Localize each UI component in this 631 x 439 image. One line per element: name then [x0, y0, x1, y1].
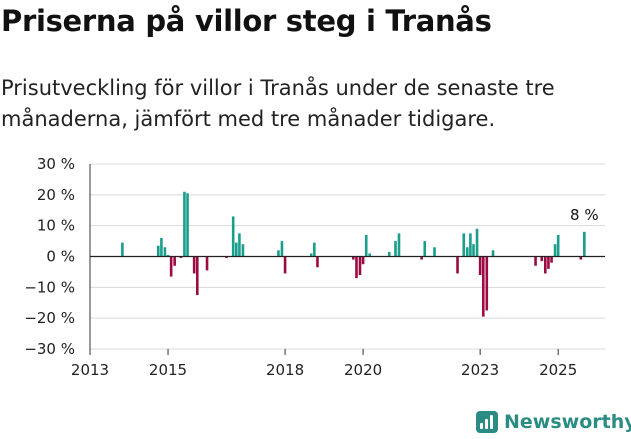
bar [550, 256, 553, 263]
bar [394, 241, 397, 257]
bar [364, 234, 368, 257]
bar [423, 241, 427, 257]
bar [241, 244, 245, 257]
y-tick-label: 10 % [37, 217, 75, 235]
bar [433, 247, 436, 257]
bar [173, 256, 176, 266]
bar [280, 241, 284, 257]
bar [277, 250, 280, 257]
bar [478, 256, 482, 275]
brand-logo: Newsworthy [476, 408, 631, 436]
bar [472, 244, 475, 257]
bar [283, 256, 287, 274]
y-tick-label: 30 % [37, 155, 75, 173]
bar [397, 233, 401, 257]
bar [156, 245, 160, 257]
newsworthy-logo-icon [476, 411, 498, 433]
bar [491, 250, 495, 257]
bar [183, 191, 186, 257]
bar [583, 231, 586, 257]
bar [361, 256, 365, 265]
bar [469, 233, 472, 257]
y-tick-label: −10 % [24, 278, 75, 296]
bar [192, 256, 196, 274]
bar [547, 256, 550, 269]
bar [205, 256, 209, 271]
bar [169, 256, 173, 277]
bar [462, 233, 466, 257]
bar [179, 256, 183, 259]
chart-title: Priserna på villor steg i Tranås [1, 4, 492, 38]
y-tick-label: 20 % [37, 186, 75, 204]
bar [186, 193, 189, 257]
bar [355, 256, 358, 279]
bar [121, 242, 124, 257]
x-tick-label: 2025 [539, 361, 577, 379]
brand-name: Newsworthy [504, 411, 631, 433]
bar [553, 244, 557, 257]
bar [231, 216, 235, 257]
y-tick-label: 0 % [46, 248, 75, 266]
bar [556, 234, 560, 257]
bar [313, 242, 316, 257]
y-tick-label: −20 % [24, 309, 75, 327]
bar [481, 256, 485, 317]
bar [387, 251, 391, 257]
bar [309, 253, 313, 257]
bar [163, 247, 167, 257]
bar [352, 256, 355, 260]
bar [540, 256, 544, 262]
bar [456, 256, 459, 274]
y-tick-label: −30 % [24, 340, 75, 358]
bar [534, 256, 537, 266]
bar [544, 256, 547, 274]
bar [485, 256, 489, 311]
bar [235, 242, 238, 257]
bar [195, 256, 199, 296]
bar [579, 256, 583, 260]
bar [225, 256, 228, 259]
latest-value-annotation: 8 % [570, 206, 599, 224]
bar [316, 256, 319, 268]
bar [368, 253, 372, 257]
x-tick-label: 2018 [266, 361, 304, 379]
bar [238, 233, 241, 257]
x-tick-label: 2013 [71, 361, 109, 379]
chart-subtitle: Prisutveckling för villor i Tranås under… [1, 76, 555, 131]
bar [465, 247, 469, 257]
x-tick-label: 2020 [344, 361, 382, 379]
bar [160, 238, 163, 257]
bar [166, 254, 170, 257]
x-tick-label: 2015 [149, 361, 187, 379]
bar [420, 256, 423, 260]
bar [358, 256, 362, 275]
bar [475, 228, 479, 257]
x-tick-label: 2023 [461, 361, 499, 379]
